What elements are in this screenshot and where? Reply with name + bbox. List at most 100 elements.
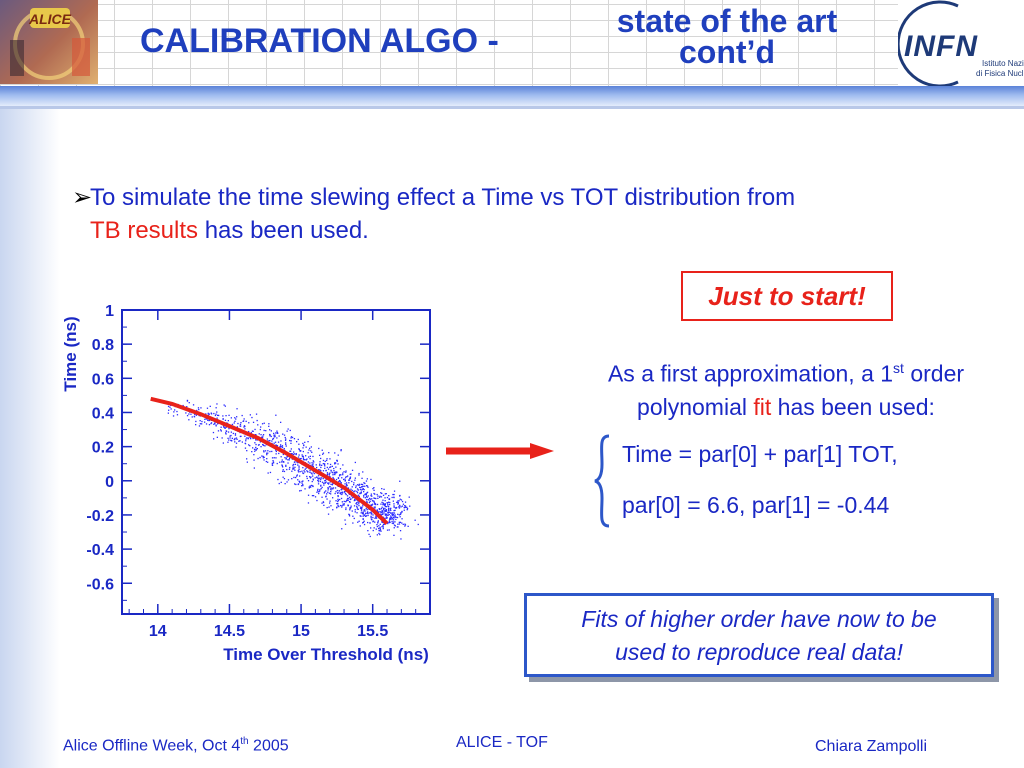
scatter-point bbox=[198, 425, 201, 427]
scatter-point bbox=[224, 427, 226, 429]
scatter-point bbox=[244, 435, 246, 437]
scatter-point bbox=[387, 508, 390, 510]
scatter-point bbox=[301, 455, 304, 458]
scatter-point bbox=[228, 439, 230, 441]
scatter-point bbox=[388, 529, 390, 531]
alice-logo: ALICE bbox=[0, 0, 98, 84]
scatter-point bbox=[282, 433, 284, 435]
scatter-point bbox=[247, 438, 249, 440]
scatter-point bbox=[263, 429, 265, 432]
scatter-point bbox=[310, 446, 312, 448]
scatter-point bbox=[381, 521, 383, 523]
scatter-point bbox=[245, 420, 247, 422]
scatter-point bbox=[390, 509, 392, 511]
scatter-point bbox=[250, 438, 252, 440]
scatter-point bbox=[217, 414, 219, 416]
header-bar bbox=[0, 86, 1024, 106]
scatter-point bbox=[266, 458, 268, 460]
scatter-point bbox=[302, 472, 305, 475]
scatter-point bbox=[244, 425, 246, 428]
scatter-point bbox=[401, 522, 403, 524]
footer-center: ALICE - TOF bbox=[456, 734, 548, 751]
scatter-point bbox=[255, 443, 257, 446]
scatter-point bbox=[287, 462, 289, 464]
scatter-point bbox=[326, 459, 328, 462]
scatter-point bbox=[397, 513, 399, 515]
scatter-point bbox=[321, 486, 323, 489]
footer-event: Alice Offline Week, Oct 4 bbox=[63, 737, 241, 755]
scatter-point bbox=[378, 527, 380, 530]
scatter-point bbox=[195, 414, 197, 416]
scatter-point bbox=[344, 523, 347, 525]
scatter-point bbox=[395, 516, 397, 518]
right-arrow-icon bbox=[446, 443, 554, 459]
scatter-point bbox=[210, 413, 213, 415]
x-tick-label: 14 bbox=[149, 623, 167, 640]
scatter-point bbox=[170, 408, 172, 410]
scatter-point bbox=[312, 463, 314, 465]
scatter-point bbox=[367, 514, 369, 517]
scatter-point bbox=[353, 517, 355, 520]
scatter-point bbox=[391, 496, 393, 499]
scatter-point bbox=[376, 510, 378, 512]
scatter-point bbox=[382, 527, 384, 530]
scatter-point bbox=[392, 493, 394, 496]
scatter-point bbox=[230, 434, 232, 437]
equation-line-1: Time = par[0] + par[1] TOT, bbox=[622, 441, 898, 467]
scatter-point bbox=[379, 508, 381, 511]
scatter-point bbox=[362, 511, 364, 513]
scatter-point bbox=[174, 409, 176, 411]
scatter-point bbox=[374, 506, 376, 508]
scatter-point bbox=[305, 446, 307, 448]
scatter-point bbox=[230, 417, 232, 419]
scatter-point bbox=[275, 414, 277, 416]
scatter-point bbox=[345, 501, 347, 503]
scatter-point bbox=[190, 413, 192, 415]
scatter-point bbox=[358, 501, 360, 503]
scatter-point bbox=[310, 486, 312, 488]
scatter-point bbox=[362, 522, 364, 524]
scatter-point bbox=[320, 466, 322, 469]
scatter-point bbox=[317, 479, 319, 481]
scatter-point bbox=[380, 508, 383, 510]
scatter-point bbox=[330, 493, 332, 495]
scatter-point bbox=[326, 473, 329, 475]
scatter-point bbox=[264, 450, 267, 452]
scatter-point bbox=[285, 457, 287, 460]
scatter-point bbox=[196, 409, 198, 412]
scatter-point bbox=[281, 445, 284, 447]
scatter-point bbox=[215, 425, 217, 427]
scatter-point bbox=[362, 521, 365, 523]
scatter-point bbox=[334, 452, 336, 454]
scatter-point bbox=[356, 484, 359, 486]
scatter-point bbox=[363, 520, 365, 522]
scatter-point bbox=[397, 523, 399, 525]
scatter-point bbox=[358, 484, 360, 486]
scatter-point bbox=[167, 405, 170, 408]
scatter-point bbox=[324, 463, 326, 465]
scatter-point bbox=[367, 495, 369, 497]
scatter-point bbox=[230, 431, 232, 433]
scatter-point bbox=[234, 433, 237, 435]
y-tick-label: 0.4 bbox=[92, 405, 114, 422]
scatter-point bbox=[192, 404, 195, 406]
scatter-point bbox=[297, 470, 299, 472]
scatter-point bbox=[367, 512, 369, 515]
scatter-point bbox=[398, 521, 400, 523]
scatter-point bbox=[348, 479, 350, 481]
scatter-point bbox=[188, 413, 190, 415]
scatter-point bbox=[304, 441, 306, 443]
scatter-point bbox=[234, 417, 236, 419]
x-tick-label: 14.5 bbox=[214, 623, 245, 640]
scatter-point bbox=[213, 438, 215, 440]
scatter-point bbox=[358, 472, 360, 475]
scatter-point bbox=[393, 503, 395, 505]
scatter-point bbox=[341, 501, 343, 503]
scatter-point bbox=[216, 436, 218, 438]
scatter-point bbox=[255, 446, 257, 449]
scatter-point bbox=[309, 485, 311, 487]
scatter-point bbox=[281, 446, 283, 448]
scatter-point bbox=[381, 512, 383, 514]
scatter-point bbox=[285, 465, 287, 467]
scatter-point bbox=[252, 421, 255, 423]
